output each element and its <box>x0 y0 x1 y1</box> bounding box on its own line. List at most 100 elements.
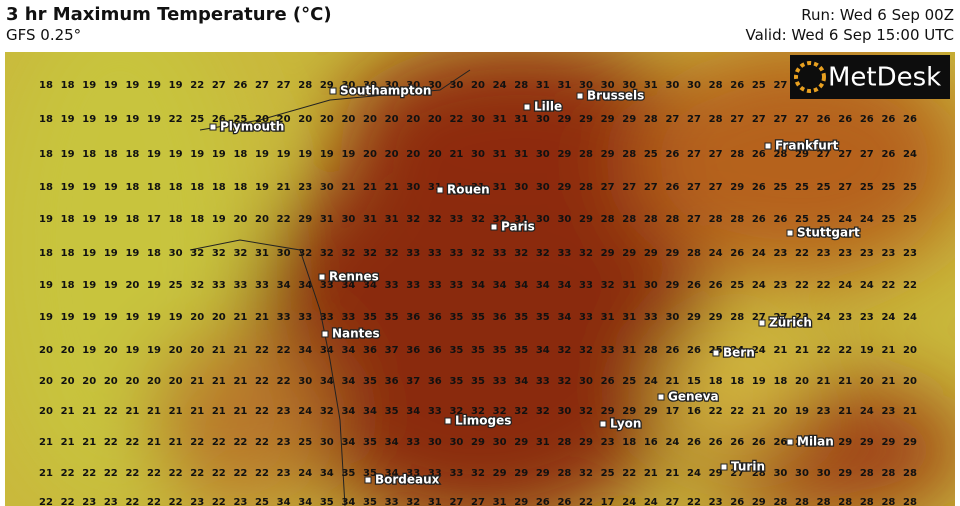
temperature-value: 32 <box>428 214 442 225</box>
city-label: Milan <box>797 435 834 449</box>
temperature-value: 28 <box>579 182 593 193</box>
temperature-value: 18 <box>169 182 183 193</box>
temperature-value: 20 <box>341 114 355 125</box>
temperature-value: 30 <box>579 80 593 91</box>
temperature-value: 23 <box>298 182 312 193</box>
temperature-value: 16 <box>644 437 658 448</box>
temperature-value: 33 <box>406 468 420 479</box>
temperature-value: 19 <box>147 80 161 91</box>
temperature-value: 33 <box>557 248 571 259</box>
temperature-value: 18 <box>233 182 247 193</box>
temperature-value: 20 <box>39 376 53 387</box>
city-marker <box>712 349 720 357</box>
temperature-value: 22 <box>212 497 226 506</box>
city-marker <box>576 92 584 100</box>
temperature-value: 30 <box>536 114 550 125</box>
temperature-value: 19 <box>82 80 96 91</box>
temperature-value: 17 <box>665 406 679 417</box>
temperature-value: 29 <box>903 437 917 448</box>
temperature-value: 30 <box>298 376 312 387</box>
temperature-value: 24 <box>903 312 917 323</box>
temperature-value: 22 <box>622 468 636 479</box>
temperature-value: 32 <box>536 248 550 259</box>
temperature-value: 22 <box>255 345 269 356</box>
temperature-value: 19 <box>147 280 161 291</box>
temperature-value: 24 <box>644 497 658 506</box>
temperature-value: 19 <box>125 80 139 91</box>
temperature-value: 34 <box>363 280 377 291</box>
temperature-value: 29 <box>514 468 528 479</box>
temperature-value: 19 <box>82 182 96 193</box>
temperature-value: 27 <box>838 182 852 193</box>
temperature-value: 30 <box>536 214 550 225</box>
temperature-value: 18 <box>61 280 75 291</box>
city-label: Limoges <box>455 414 511 428</box>
temperature-value: 35 <box>471 312 485 323</box>
temperature-value: 21 <box>838 406 852 417</box>
temperature-value: 19 <box>298 149 312 160</box>
temperature-value: 23 <box>838 248 852 259</box>
temperature-value: 29 <box>687 312 701 323</box>
temperature-value: 23 <box>838 312 852 323</box>
temperature-value: 25 <box>601 468 615 479</box>
temperature-value: 30 <box>817 468 831 479</box>
temperature-value: 19 <box>104 114 118 125</box>
temperature-value: 33 <box>644 312 658 323</box>
temperature-value: 30 <box>471 114 485 125</box>
city-marker <box>364 476 372 484</box>
temperature-value: 33 <box>385 280 399 291</box>
city-marker <box>764 142 772 150</box>
temperature-value: 19 <box>125 114 139 125</box>
temperature-value: 22 <box>838 345 852 356</box>
temperature-value: 19 <box>341 149 355 160</box>
temperature-value: 34 <box>406 406 420 417</box>
temperature-value: 24 <box>881 312 895 323</box>
temperature-value: 27 <box>687 149 701 160</box>
temperature-value: 24 <box>860 406 874 417</box>
temperature-value: 35 <box>363 468 377 479</box>
temperature-value: 29 <box>493 468 507 479</box>
temperature-value: 27 <box>730 114 744 125</box>
temperature-value: 18 <box>61 80 75 91</box>
temperature-value: 27 <box>255 80 269 91</box>
temperature-value: 19 <box>169 312 183 323</box>
temperature-value: 20 <box>190 345 204 356</box>
temperature-value: 31 <box>449 182 463 193</box>
temperature-value: 33 <box>449 280 463 291</box>
temperature-value: 28 <box>579 149 593 160</box>
temperature-value: 26 <box>665 182 679 193</box>
temperature-value: 21 <box>125 406 139 417</box>
temperature-value: 26 <box>838 114 852 125</box>
temperature-value: 34 <box>341 406 355 417</box>
temperature-value: 19 <box>212 149 226 160</box>
temperature-value: 27 <box>471 497 485 506</box>
temperature-value: 31 <box>536 437 550 448</box>
temperature-value: 26 <box>817 114 831 125</box>
temperature-value: 32 <box>471 214 485 225</box>
temperature-value: 22 <box>39 497 53 506</box>
city-label: Bern <box>723 346 755 360</box>
temperature-value: 32 <box>320 248 334 259</box>
temperature-value: 32 <box>363 248 377 259</box>
temperature-value: 18 <box>125 149 139 160</box>
temperature-value: 30 <box>428 80 442 91</box>
temperature-value: 31 <box>493 114 507 125</box>
temperature-value: 20 <box>61 376 75 387</box>
temperature-value: 34 <box>320 376 334 387</box>
temperature-value: 34 <box>298 497 312 506</box>
temperature-value: 23 <box>82 497 96 506</box>
city-label: Brussels <box>587 89 644 103</box>
temperature-value: 28 <box>773 497 787 506</box>
temperature-value: 29 <box>665 280 679 291</box>
temperature-value: 35 <box>514 312 528 323</box>
temperature-value: 20 <box>82 376 96 387</box>
temperature-value: 29 <box>838 468 852 479</box>
temperature-value: 34 <box>298 345 312 356</box>
temperature-value: 30 <box>622 80 636 91</box>
temperature-value: 32 <box>298 248 312 259</box>
temperature-value: 29 <box>514 497 528 506</box>
temperature-value: 19 <box>39 312 53 323</box>
temperature-value: 32 <box>579 345 593 356</box>
temperature-value: 24 <box>665 437 679 448</box>
temperature-value: 19 <box>860 345 874 356</box>
